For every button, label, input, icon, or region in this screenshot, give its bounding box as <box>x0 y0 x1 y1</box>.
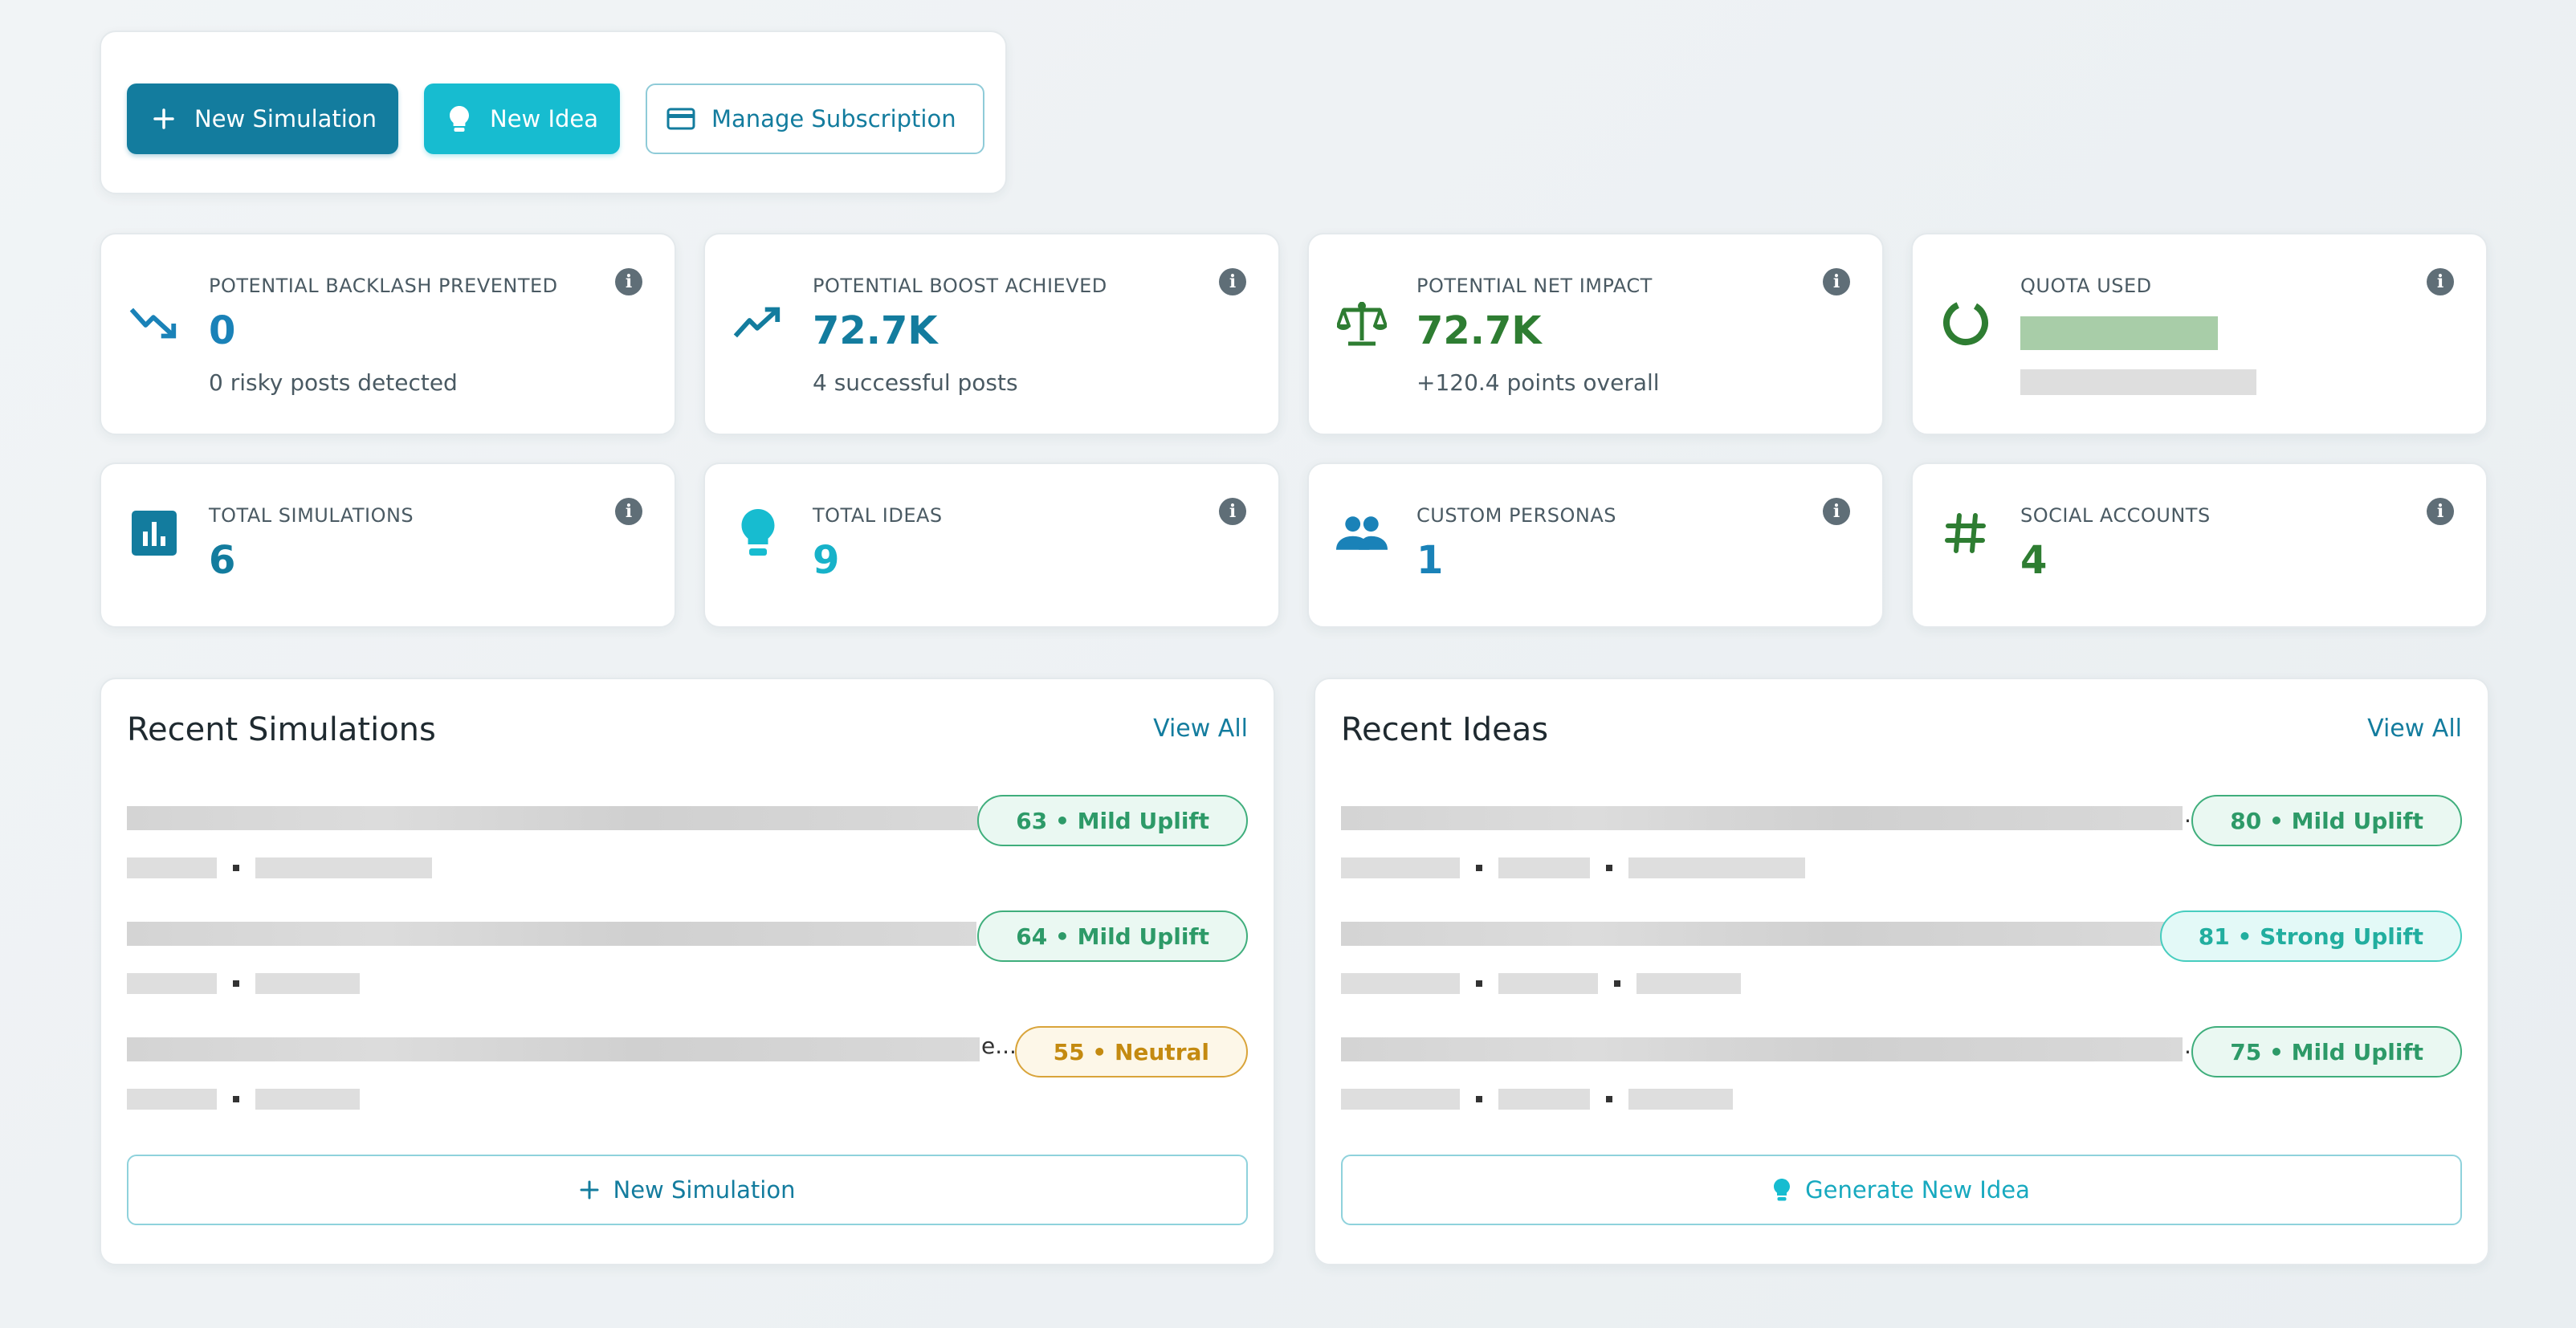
stat-label: POTENTIAL BOOST ACHIEVED <box>813 275 1107 297</box>
score-badge[interactable]: 81 • Strong Uplift <box>2159 910 2462 962</box>
panel-title: Recent Ideas <box>1341 711 1549 748</box>
stat-card-net-impact: POTENTIAL NET IMPACT 72.7K +120.4 points… <box>1307 233 1884 435</box>
trending-down-icon <box>128 297 180 348</box>
new-idea-button[interactable]: New Idea <box>424 84 620 154</box>
stat-card-total-simulations: TOTAL SIMULATIONS 6 i <box>100 462 676 628</box>
lightbulb-icon <box>1773 1178 1791 1202</box>
title-truncation: e... <box>981 1033 1017 1059</box>
new-simulation-button[interactable]: New Simulation <box>127 84 398 154</box>
stat-value: 6 <box>209 538 236 583</box>
stat-value: 0 <box>209 308 236 353</box>
stat-card-custom-personas: CUSTOM PERSONAS 1 i <box>1307 462 1884 628</box>
view-all-ideas-link[interactable]: View All <box>2367 715 2462 743</box>
new-simulation-label: New Simulation <box>194 105 377 132</box>
score-badge[interactable]: 63 • Mild Uplift <box>977 795 1248 846</box>
generate-new-idea-label: Generate New Idea <box>1805 1176 2030 1204</box>
stat-value: 9 <box>813 538 840 583</box>
idea-meta <box>1341 973 1741 994</box>
simulation-item[interactable]: e... 55 • Neutral <box>127 1026 1248 1122</box>
stat-label: SOCIAL ACCOUNTS <box>2020 504 2211 527</box>
simulation-meta <box>127 857 432 878</box>
stat-card-backlash: POTENTIAL BACKLASH PREVENTED 0 0 risky p… <box>100 233 676 435</box>
recent-ideas-panel: Recent Ideas View All .. 80 • Mild Uplif… <box>1314 678 2489 1265</box>
simulation-meta <box>127 1089 360 1110</box>
info-icon[interactable]: i <box>615 498 642 525</box>
stat-label: CUSTOM PERSONAS <box>1416 504 1616 527</box>
trending-up-icon <box>732 297 784 348</box>
plus-icon <box>580 1180 599 1200</box>
idea-meta <box>1341 857 1805 878</box>
action-bar: New Simulation New Idea Manage Subscript… <box>100 31 1007 194</box>
lightbulb-icon <box>445 104 474 133</box>
view-all-simulations-link[interactable]: View All <box>1153 715 1248 743</box>
people-icon <box>1336 507 1388 559</box>
hashtag-icon <box>1940 507 1991 559</box>
stat-value: 72.7K <box>813 308 938 353</box>
idea-title-redacted <box>1341 1037 2183 1061</box>
info-icon[interactable]: i <box>1823 268 1850 295</box>
stat-subtext: +120.4 points overall <box>1416 369 1660 396</box>
idea-meta <box>1341 1089 1733 1110</box>
stat-card-quota: QUOTA USED i <box>1911 233 2488 435</box>
stat-label: TOTAL SIMULATIONS <box>209 504 414 527</box>
simulation-title-redacted <box>127 922 976 946</box>
stat-card-total-ideas: TOTAL IDEAS 9 i <box>703 462 1280 628</box>
score-badge[interactable]: 64 • Mild Uplift <box>977 910 1248 962</box>
info-icon[interactable]: i <box>1219 498 1246 525</box>
quota-sub-redacted <box>2020 369 2256 395</box>
lightbulb-icon <box>732 507 784 559</box>
simulation-title-redacted <box>127 1037 980 1061</box>
idea-title-redacted <box>1341 806 2183 830</box>
recent-simulations-panel: Recent Simulations View All 63 • Mild Up… <box>100 678 1275 1265</box>
manage-subscription-button[interactable]: Manage Subscription <box>646 84 984 154</box>
idea-item[interactable]: .. 80 • Mild Uplift <box>1341 795 2462 891</box>
stat-label: POTENTIAL NET IMPACT <box>1416 275 1653 297</box>
stat-card-social-accounts: SOCIAL ACCOUNTS 4 i <box>1911 462 2488 628</box>
idea-item[interactable]: 81 • Strong Uplift <box>1341 910 2462 1007</box>
stat-label: TOTAL IDEAS <box>813 504 943 527</box>
info-icon[interactable]: i <box>615 268 642 295</box>
simulation-item[interactable]: 63 • Mild Uplift <box>127 795 1248 891</box>
info-icon[interactable]: i <box>2427 498 2454 525</box>
stat-label: POTENTIAL BACKLASH PREVENTED <box>209 275 558 297</box>
idea-title-redacted <box>1341 922 2166 946</box>
stat-label: QUOTA USED <box>2020 275 2152 297</box>
stat-value: 72.7K <box>1416 308 1542 353</box>
stat-card-boost: POTENTIAL BOOST ACHIEVED 72.7K 4 success… <box>703 233 1280 435</box>
manage-subscription-label: Manage Subscription <box>711 105 956 132</box>
idea-item[interactable]: ... 75 • Mild Uplift <box>1341 1026 2462 1122</box>
new-simulation-label: New Simulation <box>613 1176 796 1204</box>
bar-chart-icon <box>128 507 180 559</box>
score-badge[interactable]: 55 • Neutral <box>1014 1026 1248 1077</box>
info-icon[interactable]: i <box>2427 268 2454 295</box>
quota-value-redacted <box>2020 316 2218 350</box>
stat-subtext: 0 risky posts detected <box>209 369 458 396</box>
donut-progress-icon <box>1940 297 1991 348</box>
generate-new-idea-button[interactable]: Generate New Idea <box>1341 1155 2462 1225</box>
score-badge[interactable]: 80 • Mild Uplift <box>2191 795 2462 846</box>
new-idea-label: New Idea <box>490 105 599 132</box>
credit-card-icon <box>666 104 695 133</box>
new-simulation-panel-button[interactable]: New Simulation <box>127 1155 1248 1225</box>
stat-subtext: 4 successful posts <box>813 369 1018 396</box>
simulation-item[interactable]: 64 • Mild Uplift <box>127 910 1248 1007</box>
balance-scale-icon <box>1336 297 1388 348</box>
stat-value: 1 <box>1416 538 1444 583</box>
simulation-meta <box>127 973 360 994</box>
simulation-title-redacted <box>127 806 978 830</box>
plus-icon <box>149 104 178 133</box>
panel-title: Recent Simulations <box>127 711 436 748</box>
info-icon[interactable]: i <box>1219 268 1246 295</box>
stat-value: 4 <box>2020 538 2048 583</box>
score-badge[interactable]: 75 • Mild Uplift <box>2191 1026 2462 1077</box>
info-icon[interactable]: i <box>1823 498 1850 525</box>
